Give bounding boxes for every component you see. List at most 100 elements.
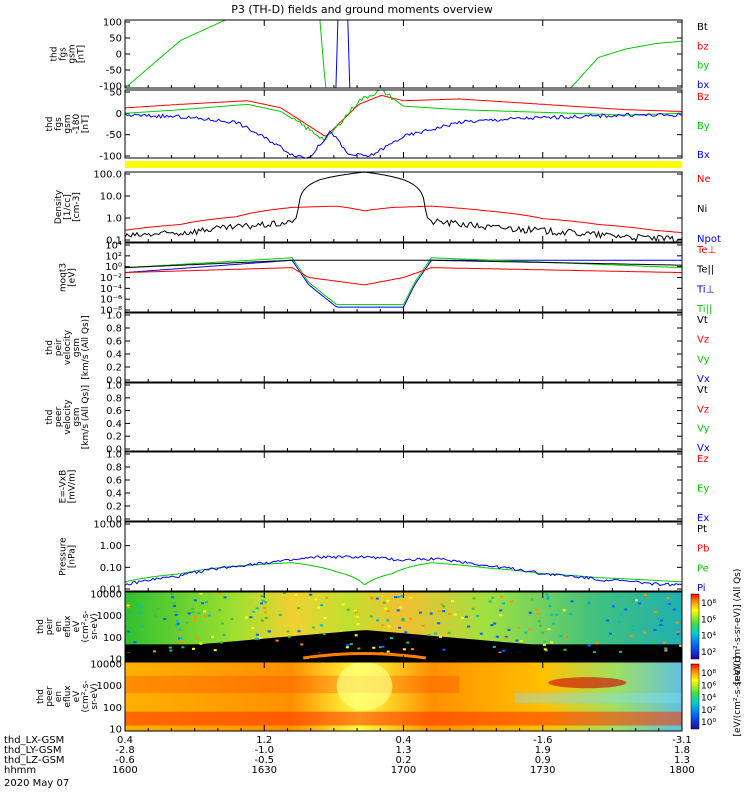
- spectrogram-pixel: [543, 640, 547, 643]
- series-te||: [125, 259, 682, 269]
- spectrogram-pixel: [538, 620, 542, 623]
- spectrogram-pixel: [153, 614, 157, 617]
- spectrogram-pixel: [251, 627, 255, 630]
- spectrogram-band: [125, 711, 682, 726]
- spectrogram-pixel: [619, 613, 623, 616]
- y-axis-label: sr-eV): [90, 613, 100, 639]
- spectrogram-pixel: [418, 611, 422, 614]
- spectrogram-pixel: [345, 646, 349, 649]
- y-tick-label: 50: [109, 34, 122, 45]
- spectrogram-pixel: [536, 612, 540, 615]
- spectrogram-pixel: [626, 598, 630, 601]
- y-axis-label: gsm: [72, 407, 82, 426]
- y-tick-label: 10000: [90, 590, 122, 601]
- legend-entry: Ni: [697, 204, 707, 215]
- spectrogram-pixel: [587, 644, 591, 647]
- spectrogram-pixel: [260, 595, 264, 598]
- y-axis-label: Pressure: [59, 537, 69, 576]
- spectrogram-pixel: [653, 628, 657, 631]
- legend-entry: Npot: [697, 234, 721, 245]
- orbit-value: 0.4: [396, 735, 412, 746]
- spectrogram-pixel: [355, 615, 359, 618]
- orbit-value: -3.1: [672, 735, 692, 746]
- spectrogram-pixel: [169, 649, 173, 652]
- y-tick-label: 10: [109, 655, 122, 666]
- spectrogram-pixel: [126, 606, 130, 609]
- spectrogram-pixel: [323, 617, 327, 620]
- spectrogram-pixel: [383, 607, 387, 610]
- plot-content: [125, 555, 682, 587]
- y-tick-label: 10⁰: [105, 262, 122, 273]
- spectrogram-pixel: [219, 641, 223, 644]
- spectrogram-pixel: [402, 648, 406, 651]
- orbit-value: 1.9: [535, 745, 551, 756]
- spectrogram-pixel: [608, 632, 612, 635]
- series-by: [125, 20, 682, 88]
- y-tick-label: 0.6: [106, 406, 122, 417]
- spectrogram-pixel: [550, 641, 554, 644]
- spectrogram-pixel: [464, 615, 468, 618]
- spectrogram-pixel: [492, 646, 496, 649]
- orbit-value: -0.5: [254, 755, 274, 766]
- spectrogram-pixel: [393, 596, 397, 599]
- spectrogram-pixel: [201, 602, 205, 605]
- y-tick-label: 0.4: [106, 419, 122, 430]
- series-pe: [125, 562, 682, 585]
- spectrogram-pixel: [177, 628, 181, 631]
- spectrogram-pixel: [386, 619, 390, 622]
- spectrogram-pixel: [191, 611, 195, 614]
- spectrogram-pixel: [476, 615, 480, 618]
- spectrogram-pixel: [218, 609, 222, 612]
- y-tick-label: 1.00: [100, 541, 122, 552]
- orbit-value: 1.8: [674, 745, 690, 756]
- spectrogram-pixel: [193, 616, 197, 619]
- y-axis-label: peer: [54, 406, 64, 427]
- series-bz: [125, 94, 682, 137]
- plot-area: [125, 522, 682, 591]
- spectrogram-pixel: [192, 619, 196, 622]
- spectrogram-pixel: [260, 602, 264, 605]
- panel-8: 10.00 1.00 0.10 0.01 Pressure [nPa] Pt Pb Pe Pi: [59, 520, 710, 596]
- orbit-row-label: thd_LX-GSM: [4, 735, 64, 746]
- y-axis-label: -180: [72, 114, 82, 135]
- spectrogram-pixel: [510, 600, 514, 603]
- orbit-value: 1700: [391, 765, 416, 776]
- orbit-value: 0.4: [117, 735, 133, 746]
- legend-entry: Vx: [697, 443, 710, 454]
- spectrogram-pixel: [472, 597, 476, 600]
- y-axis-label: [1/cc]: [63, 194, 73, 220]
- spectrogram-pixel: [256, 638, 260, 641]
- legend-entry: Pt: [697, 524, 707, 535]
- y-tick-label: 10.00: [93, 520, 122, 531]
- y-axis-label: [nT]: [77, 45, 87, 63]
- spectrogram-pixel: [467, 625, 471, 628]
- spectrogram-pixel: [135, 603, 139, 606]
- orbit-value: 1800: [669, 765, 694, 776]
- legend-entry: Bt: [697, 22, 708, 33]
- spectrogram-pixel: [630, 629, 634, 632]
- spectrogram-pixel: [552, 622, 556, 625]
- spectrogram-pixel: [555, 613, 559, 616]
- legend-entry: Ey: [697, 484, 709, 495]
- spectrogram-pixel: [659, 623, 663, 626]
- spectrogram-pixel: [322, 632, 326, 635]
- spectrogram-pixel: [129, 638, 133, 641]
- spectrogram-pixel: [207, 614, 211, 617]
- colorbar-tick-label: 10⁸: [701, 599, 716, 609]
- spectrogram-pixel: [618, 650, 622, 653]
- y-axis-label: thd: [45, 340, 55, 355]
- y-axis-label: peir: [45, 617, 55, 635]
- colorbar: [690, 663, 700, 730]
- spectrogram-pixel: [442, 648, 446, 651]
- spectrogram-pixel: [133, 641, 137, 644]
- colorbar-label: [eV/(cm²-s-sr-eV)]: [733, 656, 743, 736]
- y-axis-label: sr-eV): [90, 683, 100, 709]
- spectrogram-pixel: [440, 603, 444, 606]
- spectrogram-pixel: [218, 592, 222, 595]
- spectrogram-pixel: [325, 596, 329, 599]
- y-tick-label: 10⁻⁴: [100, 284, 122, 295]
- orbit-value: -0.6: [115, 755, 135, 766]
- spectrogram-pixel: [528, 628, 532, 631]
- legend-entry: By: [697, 121, 710, 132]
- spectrogram-pixel: [349, 643, 353, 646]
